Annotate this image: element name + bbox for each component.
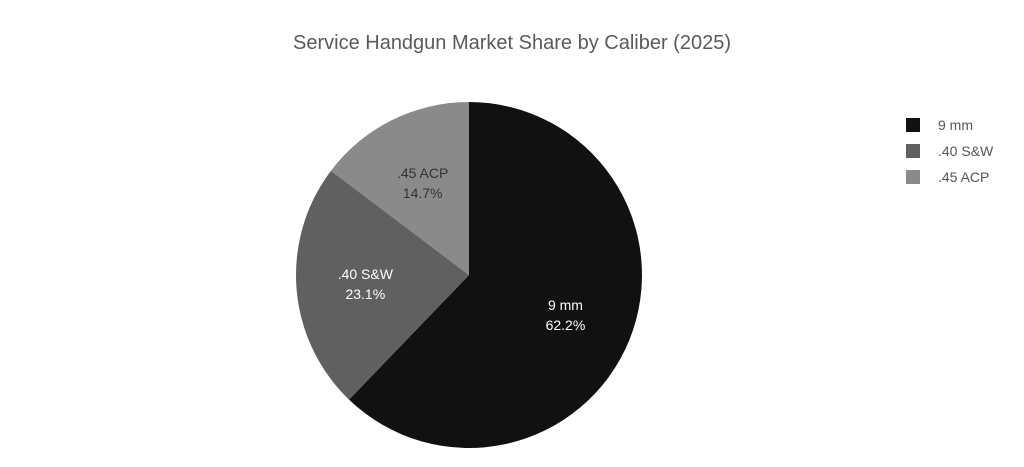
- legend-label: .45 ACP: [938, 169, 990, 185]
- legend-label: .40 S&W: [938, 143, 994, 159]
- pie-slice[interactable]: [296, 170, 469, 400]
- chart-title: Service Handgun Market Share by Caliber …: [293, 32, 731, 54]
- legend-item[interactable]: .40 S&W: [906, 138, 993, 164]
- slice-label: .40 S&W: [338, 266, 394, 282]
- pie-labels: 9 mm 62.2% .40 S&W 23.1% .45 ACP 14.7%: [338, 165, 586, 333]
- legend-swatch: [906, 118, 920, 132]
- legend: 9 mm .40 S&W .45 ACP: [906, 112, 993, 190]
- pie-slice[interactable]: [348, 102, 642, 448]
- slice-value-label: 14.7%: [403, 185, 443, 201]
- legend-swatch: [906, 144, 920, 158]
- slice-label: .45 ACP: [397, 165, 448, 181]
- legend-label: 9 mm: [938, 117, 973, 133]
- pie-slices: [296, 102, 642, 448]
- legend-item[interactable]: .45 ACP: [906, 164, 993, 190]
- slice-value-label: 23.1%: [345, 286, 385, 302]
- legend-swatch: [906, 170, 920, 184]
- pie-slice[interactable]: [330, 102, 469, 275]
- slice-label: 9 mm: [548, 297, 583, 313]
- legend-item[interactable]: 9 mm: [906, 112, 993, 138]
- slice-value-label: 62.2%: [546, 317, 586, 333]
